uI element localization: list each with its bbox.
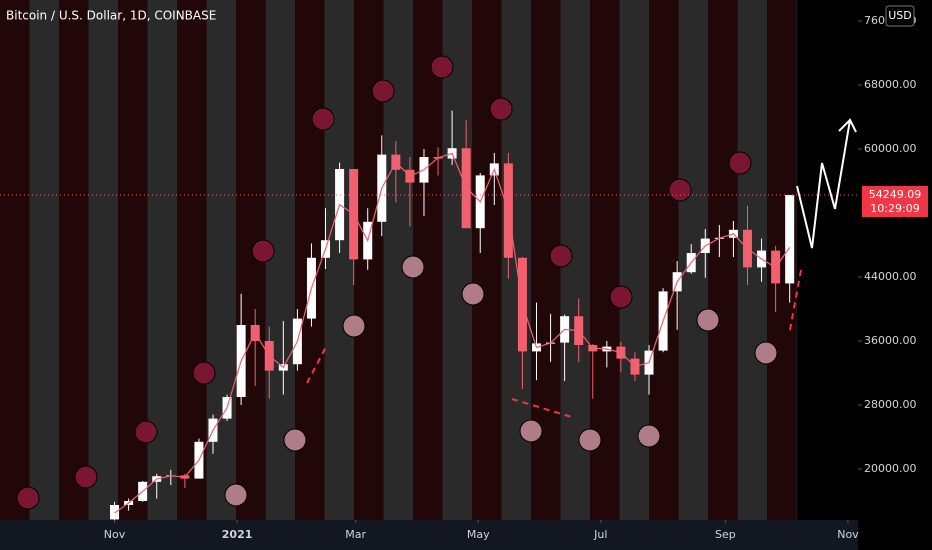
marker-light: [342, 314, 366, 338]
stripe: [0, 0, 30, 520]
stripe: [147, 0, 177, 520]
marker-dark: [489, 97, 513, 121]
marker-light: [519, 419, 543, 443]
x-tick-label: Sep: [715, 528, 736, 541]
marker-dark: [609, 285, 633, 309]
y-tick-label: 68000.00: [864, 78, 917, 91]
marker-dark: [668, 178, 692, 202]
stripe: [708, 0, 738, 520]
chart-title: Bitcoin / U.S. Dollar, 1D, COINBASE: [6, 9, 216, 23]
stripe: [442, 0, 472, 520]
stripe: [206, 0, 236, 520]
price-axis: [858, 0, 932, 550]
marker-dark: [251, 239, 275, 263]
marker-dark: [430, 55, 454, 79]
stripes: [0, 0, 797, 520]
marker-dark: [134, 420, 158, 444]
y-tick-label: 28000.00: [864, 398, 917, 411]
stripe: [354, 0, 384, 520]
marker-light: [696, 308, 720, 332]
moving-average: [114, 152, 791, 514]
marker-light: [283, 428, 307, 452]
y-tick-label: 36000.00: [864, 334, 917, 347]
x-tick-label: 2021: [222, 528, 253, 541]
y-tick-label: 60000.00: [864, 142, 917, 155]
x-tick-label: May: [467, 528, 490, 541]
future-area: [797, 0, 858, 520]
x-tick-label: Mar: [345, 528, 366, 541]
marker-dark: [192, 361, 216, 385]
stripe: [796, 0, 797, 520]
marker-light: [461, 282, 485, 306]
x-tick-label: Nov: [104, 528, 126, 541]
marker-dark: [311, 107, 335, 131]
stripe: [177, 0, 207, 520]
last-price-label: 54249.09: [869, 188, 922, 201]
candle-body: [110, 505, 120, 520]
marker-dark: [16, 486, 40, 510]
marker-dark: [371, 79, 395, 103]
last-price-box: [862, 186, 928, 218]
dashed-trend: [306, 344, 328, 384]
marker-light: [754, 341, 778, 365]
countdown: 10:29:09: [870, 202, 919, 215]
candle-body: [785, 195, 795, 284]
y-tick-label: 44000.00: [864, 270, 917, 283]
stripe: [324, 0, 354, 520]
plot: [16, 55, 795, 523]
marker-dark: [728, 151, 752, 175]
stripe: [472, 0, 502, 520]
x-tick-label: Nov: [837, 528, 859, 541]
stripe: [59, 0, 89, 520]
marker-dark: [549, 244, 573, 268]
marker-light: [637, 424, 661, 448]
currency: USD: [888, 9, 912, 22]
stripe: [88, 0, 118, 520]
projection: [796, 119, 851, 249]
marker-light: [401, 255, 425, 279]
marker-light: [578, 428, 602, 452]
marker-light: [224, 483, 248, 507]
projection-arrow: [838, 118, 857, 133]
y-tick-label: 20000.00: [864, 462, 917, 475]
x-tick-label: Jul: [593, 528, 607, 541]
currency-box: [885, 5, 915, 27]
marker-dark: [74, 465, 98, 489]
stripe: [29, 0, 59, 520]
